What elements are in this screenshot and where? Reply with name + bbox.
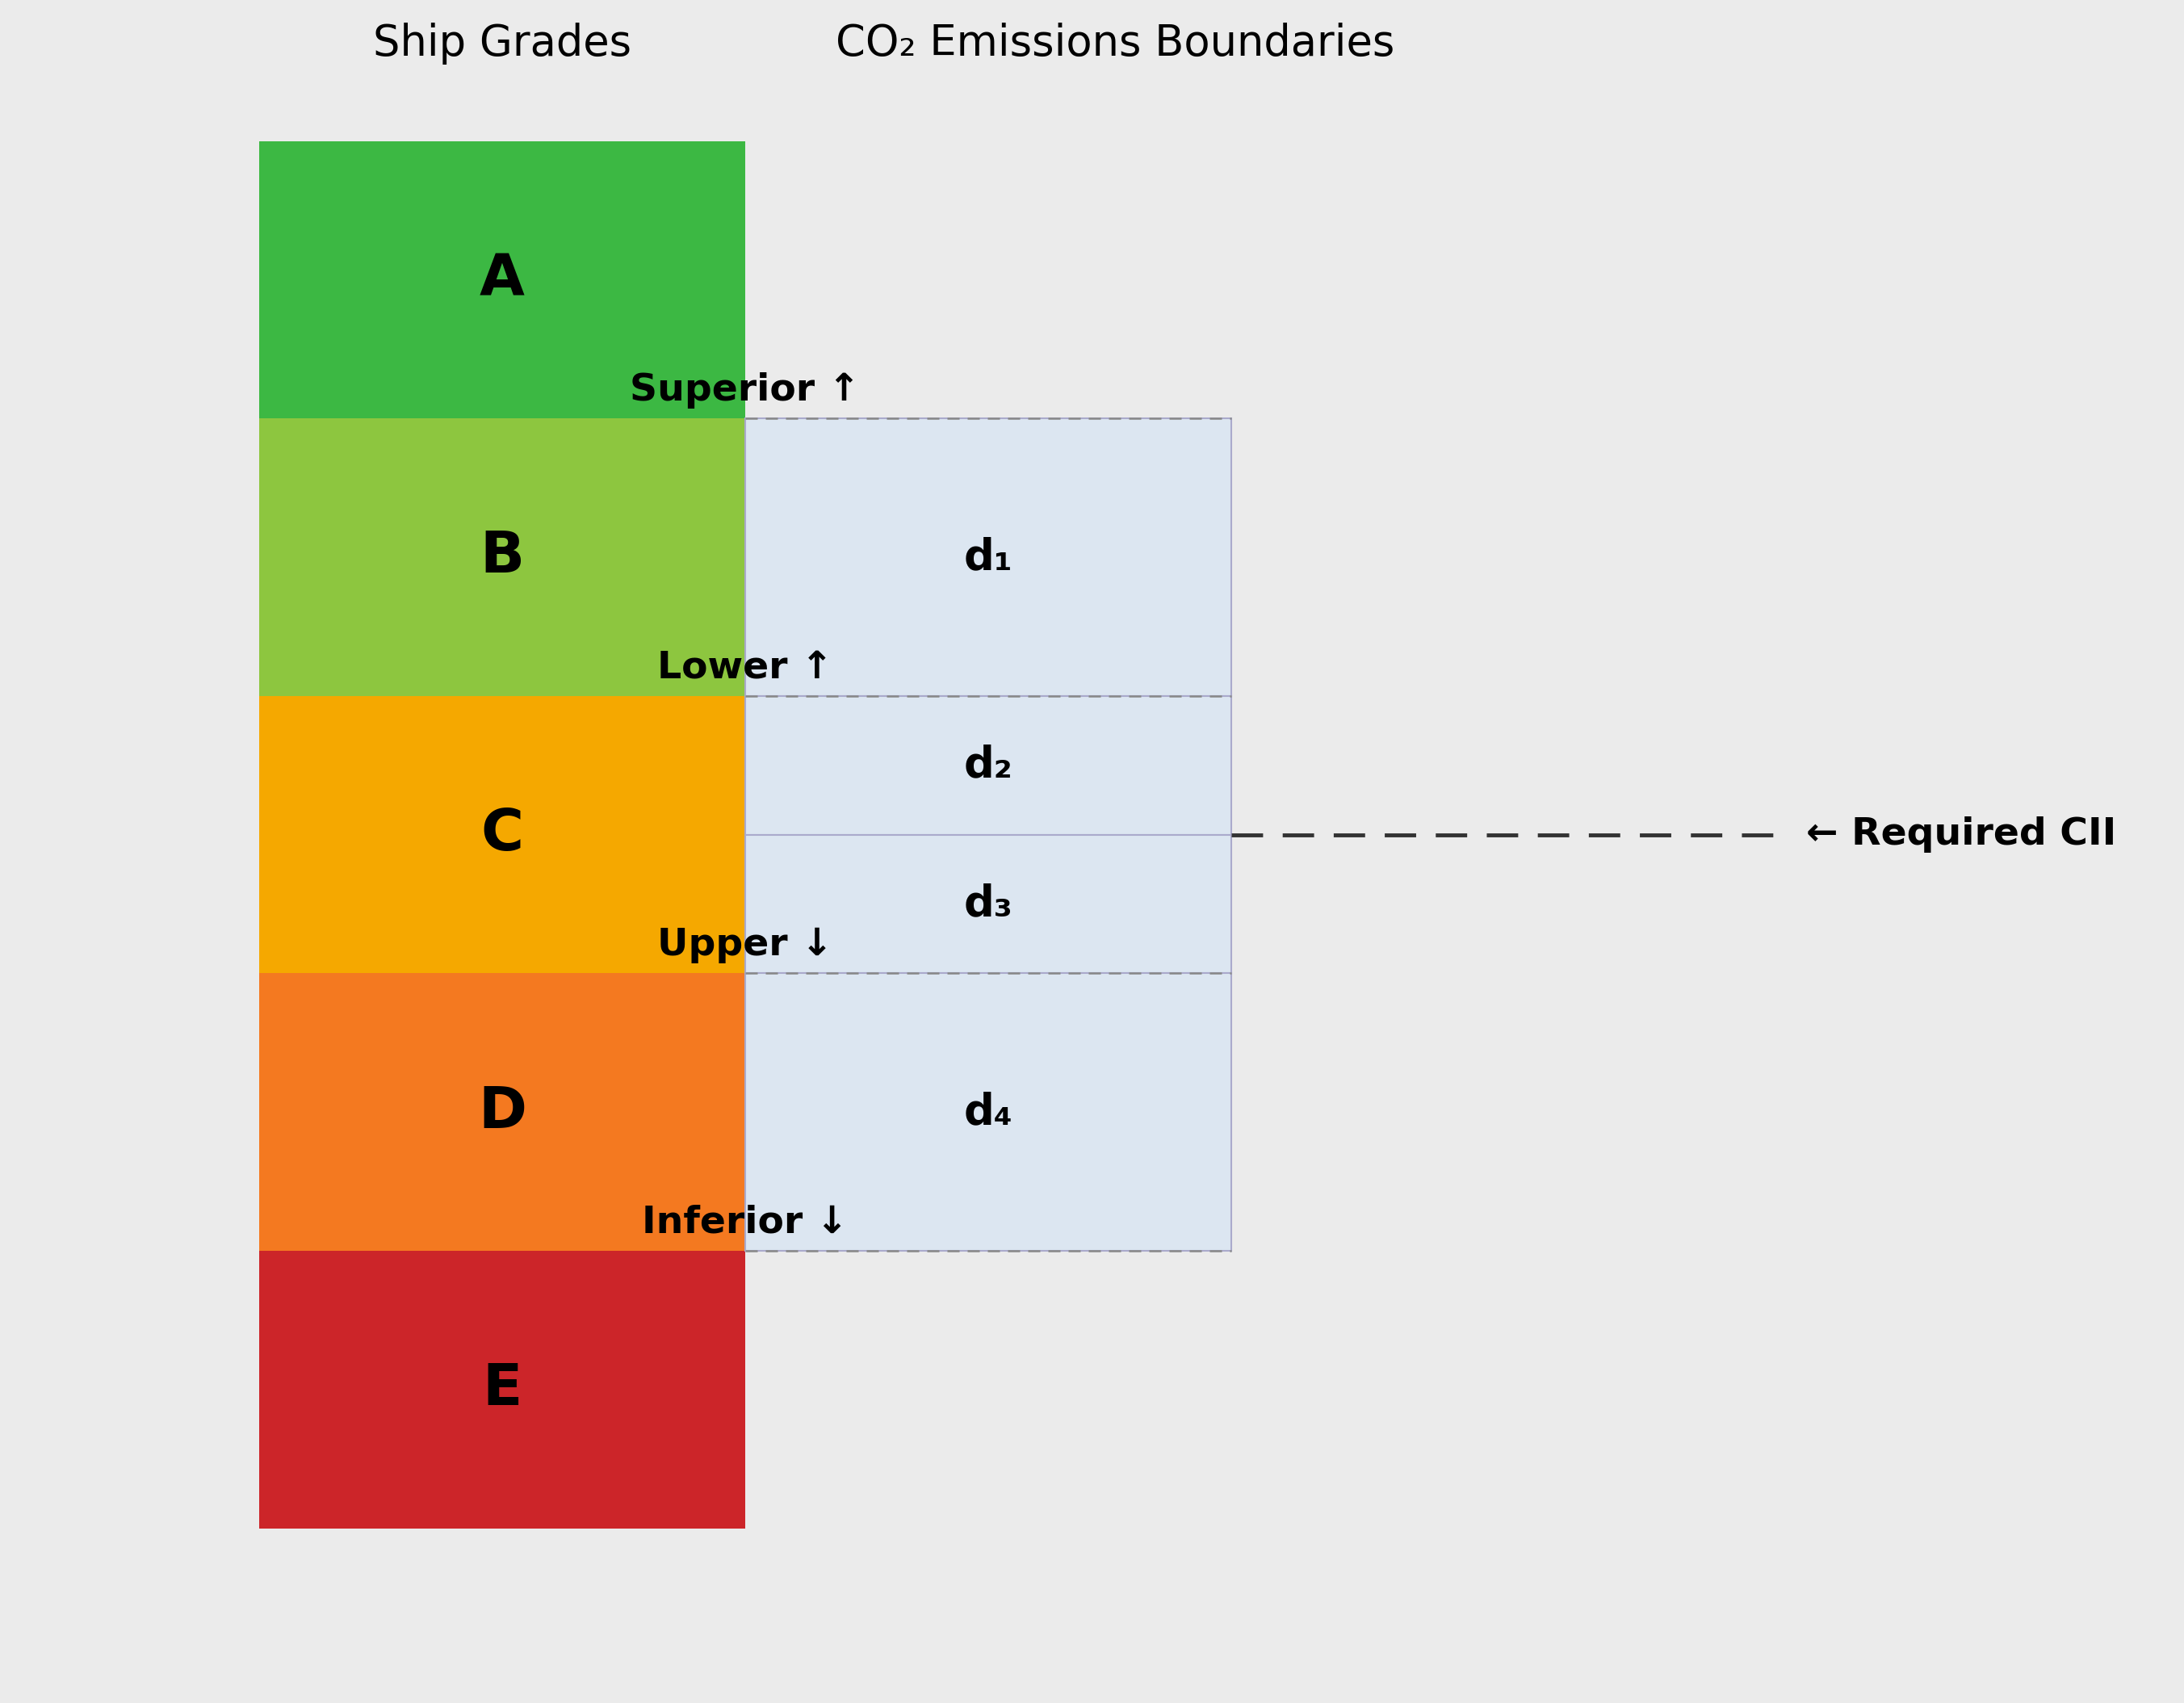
- Bar: [260, 697, 745, 974]
- Bar: [260, 974, 745, 1250]
- Bar: [745, 419, 1232, 697]
- Text: d₁: d₁: [963, 536, 1013, 577]
- Text: d₃: d₃: [963, 882, 1013, 925]
- Text: CO₂ Emissions Boundaries: CO₂ Emissions Boundaries: [836, 22, 1393, 65]
- Text: A: A: [480, 252, 524, 308]
- Bar: [745, 834, 1232, 974]
- Text: ← Required CII: ← Required CII: [1806, 816, 2116, 853]
- Text: C: C: [480, 807, 524, 862]
- Bar: [745, 697, 1232, 834]
- Text: D: D: [478, 1085, 526, 1139]
- Text: Inferior ↓: Inferior ↓: [642, 1204, 847, 1240]
- Text: Ship Grades: Ship Grades: [373, 22, 631, 65]
- Text: Upper ↓: Upper ↓: [657, 926, 832, 964]
- Text: d₂: d₂: [963, 744, 1013, 787]
- Text: B: B: [480, 530, 524, 586]
- Bar: [260, 419, 745, 697]
- Text: Lower ↑: Lower ↑: [657, 649, 832, 686]
- Text: E: E: [483, 1362, 522, 1417]
- Bar: [260, 1250, 745, 1528]
- Bar: [260, 141, 745, 419]
- Bar: [745, 974, 1232, 1250]
- Text: d₄: d₄: [963, 1092, 1013, 1132]
- Text: Superior ↑: Superior ↑: [629, 371, 860, 409]
